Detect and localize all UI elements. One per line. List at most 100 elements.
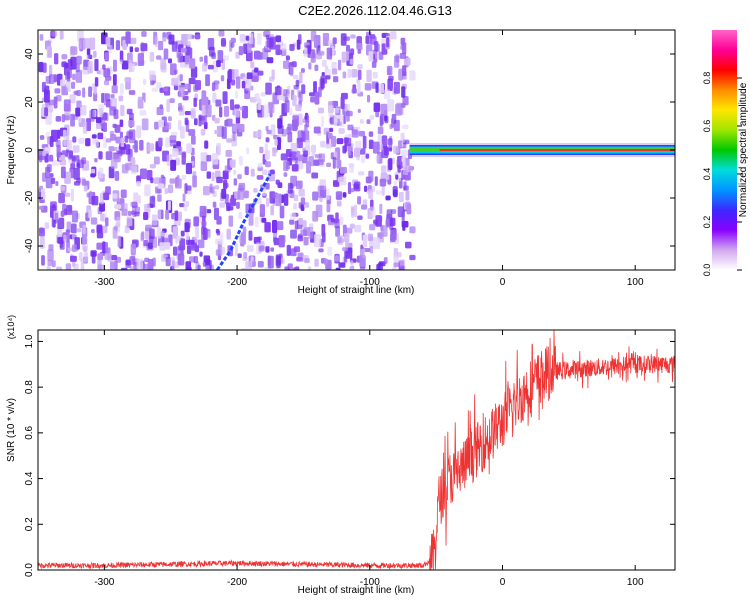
noise-cell <box>401 102 406 108</box>
noise-cell <box>215 99 222 107</box>
noise-cell <box>168 58 172 64</box>
noise-cell <box>301 84 306 94</box>
noise-cell <box>172 226 179 239</box>
noise-cell <box>168 116 172 122</box>
noise-cell <box>327 132 333 140</box>
noise-cell <box>238 46 244 56</box>
noise-cell <box>125 144 131 155</box>
noise-cell <box>76 55 82 65</box>
noise-cell <box>254 216 259 228</box>
noise-cell <box>48 154 54 162</box>
noise-cell <box>331 68 338 75</box>
noise-cell <box>369 246 374 254</box>
noise-cell <box>377 134 382 144</box>
noise-cell <box>143 212 149 220</box>
noise-cell <box>396 102 403 114</box>
noise-cell <box>137 96 144 109</box>
noise-cell <box>368 170 374 182</box>
noise-cell <box>38 227 45 237</box>
noise-cell <box>363 248 371 253</box>
snr-y-tick-label: 1.0 <box>24 334 35 348</box>
noise-cell <box>53 219 58 224</box>
noise-cell <box>264 150 270 160</box>
noise-cell <box>368 188 373 199</box>
noise-cell <box>390 31 397 40</box>
noise-cell <box>133 192 139 202</box>
noise-cell <box>377 83 385 94</box>
spectrogram-y-tick-label: -20 <box>24 190 35 205</box>
noise-cell <box>380 103 388 116</box>
noise-cell <box>310 96 315 103</box>
noise-cell <box>181 152 186 165</box>
noise-cell <box>290 212 296 221</box>
noise-cell <box>214 170 221 179</box>
snr-x-tick-label: -100 <box>360 577 380 588</box>
noise-cell <box>395 174 399 180</box>
noise-cell <box>233 169 237 175</box>
noise-cell <box>222 91 228 104</box>
noise-cell <box>75 107 81 117</box>
noise-cell <box>393 145 400 154</box>
noise-cell <box>114 204 122 209</box>
noise-cell <box>401 149 409 157</box>
noise-cell <box>128 119 135 128</box>
noise-cell <box>304 115 308 120</box>
noise-cell <box>246 245 254 252</box>
noise-cell <box>351 69 358 78</box>
noise-cell <box>343 250 348 263</box>
noise-cell <box>158 119 164 128</box>
noise-cell <box>190 110 196 118</box>
noise-cell <box>314 91 320 105</box>
noise-cell <box>130 201 137 207</box>
noise-cell <box>51 30 57 37</box>
noise-cell <box>216 176 223 184</box>
noise-cell <box>89 37 96 50</box>
noise-cell <box>274 86 282 96</box>
noise-cell <box>66 204 73 215</box>
noise-cell <box>101 92 105 103</box>
spectrogram-y-tick-label: 20 <box>24 96 35 108</box>
noise-cell <box>338 128 345 134</box>
noise-cell <box>70 56 77 70</box>
noise-cell <box>42 62 47 73</box>
noise-cell <box>289 66 294 77</box>
noise-cell <box>310 30 317 42</box>
noise-cell <box>263 31 267 37</box>
noise-cell <box>342 71 347 79</box>
noise-cell <box>70 46 78 55</box>
noise-cell <box>336 201 342 207</box>
noise-cell <box>38 205 44 210</box>
noise-cell <box>409 254 416 261</box>
noise-cell <box>105 217 109 227</box>
noise-cell <box>245 261 252 270</box>
noise-cell <box>115 40 121 51</box>
noise-cell <box>211 52 216 59</box>
noise-cell <box>83 185 88 192</box>
noise-cell <box>303 47 308 57</box>
noise-cell <box>56 266 63 270</box>
noise-cell <box>194 34 201 40</box>
noise-cell <box>219 106 223 118</box>
noise-cell <box>332 76 339 83</box>
noise-cell <box>121 164 129 174</box>
noise-cell <box>315 204 323 218</box>
noise-cell <box>289 219 295 225</box>
noise-cell <box>348 163 355 168</box>
noise-cell <box>62 129 67 138</box>
noise-cell <box>130 165 138 175</box>
noise-cell <box>402 165 409 176</box>
noise-cell <box>264 222 271 233</box>
noise-cell <box>119 119 124 127</box>
noise-cell <box>405 190 410 201</box>
noise-cell <box>313 234 321 248</box>
noise-cell <box>126 108 133 115</box>
spectrogram-y-tick-label: 40 <box>24 48 35 60</box>
noise-cell <box>39 236 45 249</box>
noise-cell <box>278 235 285 248</box>
noise-cell <box>85 37 90 49</box>
colorbar-tick-label: 0.2 <box>702 216 712 229</box>
colorbar-tick-label: 0.6 <box>702 120 712 133</box>
noise-cell <box>318 248 324 253</box>
noise-cell <box>356 42 363 50</box>
